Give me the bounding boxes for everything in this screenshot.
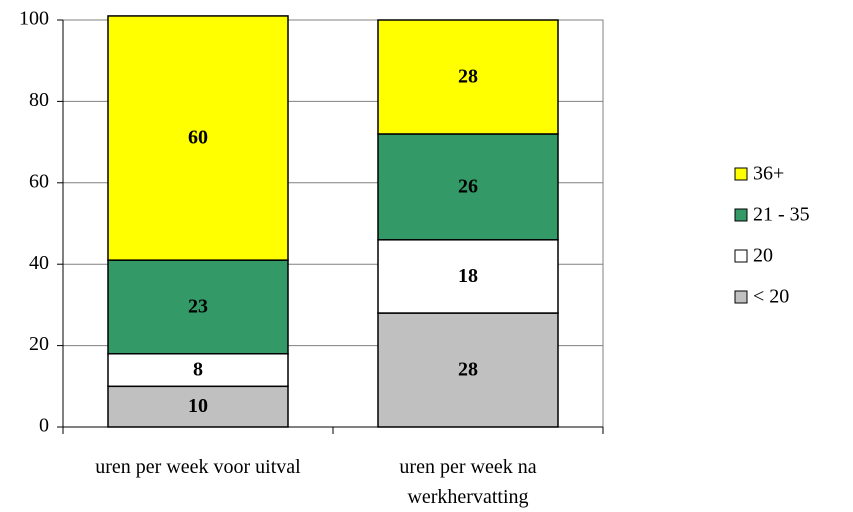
legend-swatch (734, 208, 748, 222)
bar-segment (107, 385, 289, 428)
legend-swatch (734, 249, 748, 263)
bar-segment (107, 259, 289, 355)
x-tick-label: uren per week voor uitval (95, 456, 301, 478)
legend-label: < 20 (753, 286, 789, 308)
data-label: 28 (458, 359, 478, 381)
y-tick-label: 20 (29, 333, 49, 355)
data-label: 8 (193, 359, 203, 381)
data-label: 28 (458, 66, 478, 88)
data-label: 60 (188, 127, 208, 149)
y-tick-label: 60 (29, 170, 49, 192)
data-label: 18 (458, 265, 478, 287)
legend-label: 36+ (753, 163, 784, 185)
y-tick-label: 0 (39, 415, 49, 437)
data-label: 10 (188, 395, 208, 417)
legend-swatch (734, 167, 748, 181)
data-label: 26 (458, 175, 478, 197)
legend-label: 21 - 35 (753, 204, 810, 226)
y-tick-label: 40 (29, 252, 49, 274)
y-tick-label: 100 (19, 8, 49, 30)
legend-swatch (734, 290, 748, 304)
bar-segment (107, 15, 289, 261)
bar-segment (107, 352, 289, 388)
bar-segment (377, 312, 559, 428)
legend-label: 20 (753, 245, 773, 267)
x-tick-label: uren per week na werkhervatting (399, 456, 537, 508)
bar-segment (377, 133, 559, 241)
data-label: 23 (188, 296, 208, 318)
y-tick-label: 80 (29, 89, 49, 111)
bar-segment (377, 19, 559, 135)
